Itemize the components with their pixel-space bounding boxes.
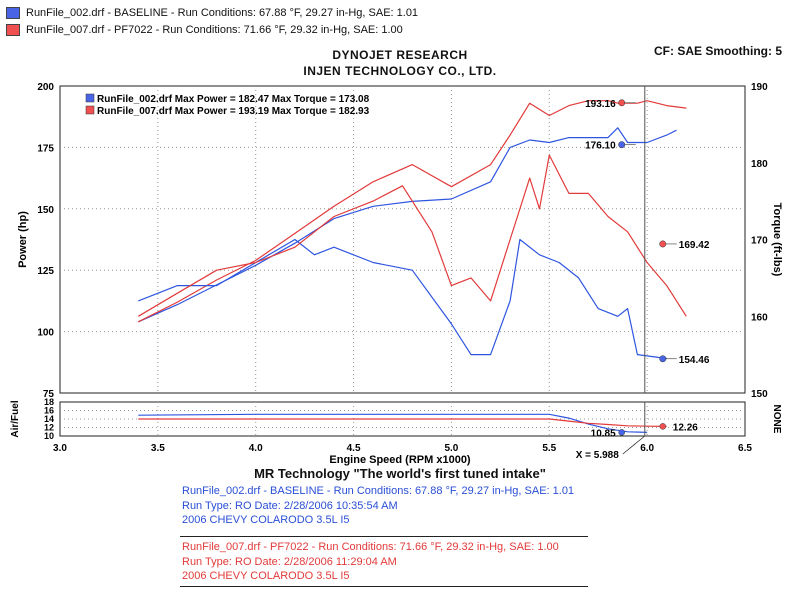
torque-line-pf7022 [137, 154, 687, 317]
torque-axis-label: Torque (ft-lbs) [771, 203, 783, 277]
torque-tick-label: 180 [751, 159, 768, 170]
power-tick-label: 75 [43, 389, 55, 400]
power-tick-label: 150 [37, 205, 54, 216]
power-tick-label: 100 [37, 328, 54, 339]
afr-marker-label: 12.26 [673, 422, 698, 433]
x-tick-label: 5.5 [542, 443, 556, 454]
separator-line [180, 536, 588, 537]
afr-value-marker [659, 423, 667, 430]
x-tick-label: 4.5 [347, 443, 361, 454]
x-tick-label: 4.0 [249, 443, 263, 454]
afr-line-pf7022 [138, 418, 667, 427]
value-marker [659, 240, 667, 248]
torque-tick-label: 160 [751, 312, 768, 323]
x-tick-label: 3.5 [151, 443, 165, 454]
afr-tick-label: 12 [44, 423, 54, 433]
afr-axis-label: Air/Fuel [10, 400, 21, 437]
cursor-pointer [622, 435, 646, 455]
run1-conditions: RunFile_002.drf - BASELINE - Run Conditi… [182, 485, 575, 497]
value-marker [659, 355, 667, 363]
x-tick-label: 6.0 [640, 443, 654, 454]
pf7022-swatch [6, 24, 20, 36]
run1-runtype: Run Type: RO Date: 2/28/2006 10:35:54 AM [182, 499, 398, 512]
legend-baseline: RunFile_002.drf - BASELINE - Run Conditi… [6, 6, 418, 20]
marker-label: 193.16 [585, 99, 616, 110]
legend-pf7022-text: RunFile_007.drf - PF7022 - Run Condition… [26, 24, 403, 36]
run1-info: RunFile_002.drf - BASELINE - Run Conditi… [182, 484, 574, 528]
run1-vehicle: 2006 CHEVY COLARODO 3.5L I5 [182, 514, 350, 526]
marker-label: 154.46 [679, 355, 710, 366]
power-line-pf7022 [138, 100, 687, 323]
power-axis-label: Power (hp) [17, 211, 29, 268]
power-tick-label: 175 [37, 143, 54, 154]
power-tick-label: 125 [37, 266, 54, 277]
afr-line-baseline [138, 413, 648, 433]
inplot-legend-text: RunFile_002.drf Max Power = 182.47 Max T… [97, 94, 370, 105]
header-line1: DYNOJET RESEARCH [332, 48, 468, 62]
run2-conditions: RunFile_007.drf - PF7022 - Run Condition… [182, 541, 559, 553]
separator-line-bottom [180, 586, 588, 587]
inplot-legend-text: RunFile_007.drf Max Power = 193.19 Max T… [97, 106, 370, 117]
value-marker [618, 141, 626, 149]
afr-right-label: NONE [771, 405, 782, 434]
value-marker [618, 99, 626, 107]
header-line2: INJEN TECHNOLOGY CO., LTD. [303, 64, 497, 78]
power-tick-label: 200 [37, 82, 54, 93]
x-axis-label: Engine Speed (RPM x1000) [329, 454, 471, 466]
torque-tick-label: 170 [751, 236, 768, 247]
inplot-legend-swatch [85, 105, 95, 115]
torque-tick-label: 150 [751, 389, 768, 400]
x-tick-label: 5.0 [444, 443, 458, 454]
afr-tick-label: 14 [44, 414, 54, 424]
run2-info: RunFile_007.drf - PF7022 - Run Condition… [182, 540, 559, 584]
afr-marker-label: 10.85 [591, 428, 616, 439]
dyno-chart: 3.0 3.5 4.0 4.5 5.0 5.5 6.0 6.5 75 100 125 150 175 20… [10, 82, 783, 466]
cf-smoothing: CF: SAE Smoothing: 5 [654, 44, 782, 58]
x-tick-label: 6.5 [738, 443, 752, 454]
marker-label: 169.42 [679, 240, 710, 251]
marker-label: 176.10 [585, 141, 616, 152]
tagline: MR Technology "The world's first tuned i… [254, 466, 546, 481]
baseline-swatch [6, 7, 20, 19]
afr-value-marker [618, 429, 625, 436]
legend-pf7022: RunFile_007.drf - PF7022 - Run Condition… [6, 23, 403, 37]
afr-tick-label: 10 [44, 431, 54, 441]
inplot-legend-swatch [85, 93, 95, 103]
afr-tick-label: 18 [44, 397, 54, 407]
afr-tick-label: 16 [44, 406, 54, 416]
cursor-label: X = 5.988 [576, 450, 620, 461]
power-plot-frame [59, 85, 746, 394]
run2-vehicle: 2006 CHEVY COLARODO 3.5L I5 [182, 570, 350, 582]
torque-tick-label: 190 [751, 82, 768, 93]
legend-baseline-text: RunFile_002.drf - BASELINE - Run Conditi… [26, 7, 419, 19]
run2-runtype: Run Type: RO Date: 2/28/2006 11:29:04 AM [182, 555, 397, 568]
torque-line-baseline [138, 238, 667, 360]
x-tick-label: 3.0 [53, 443, 67, 454]
